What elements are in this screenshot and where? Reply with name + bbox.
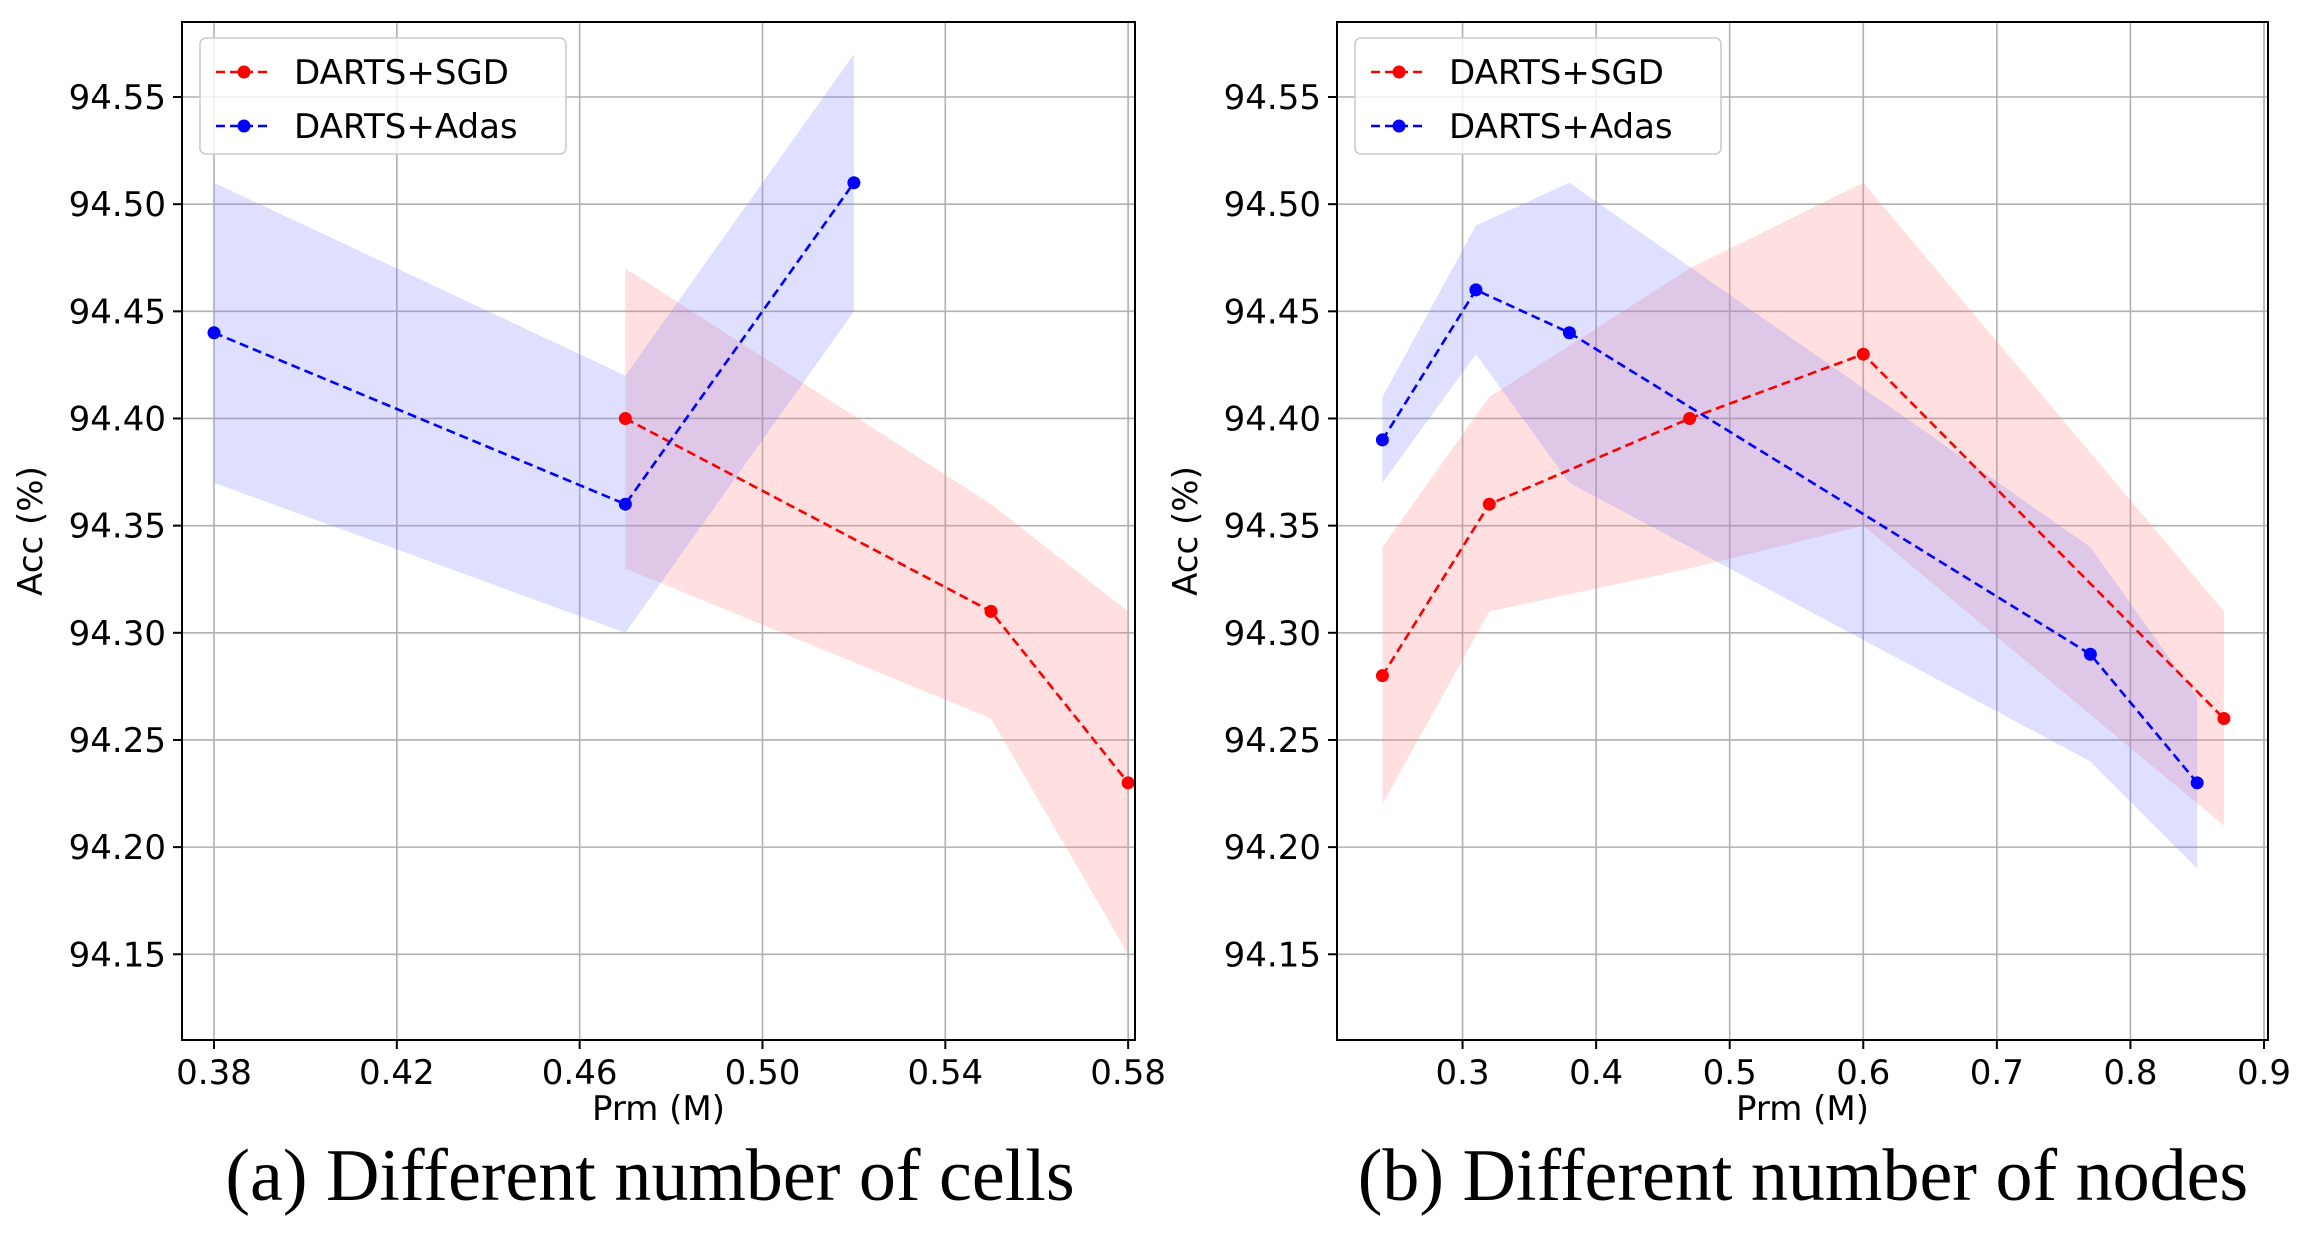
y-tick-label: 94.50 — [1224, 185, 1321, 225]
data-point — [1482, 497, 1496, 511]
x-tick-label: 0.9 — [2237, 1053, 2291, 1093]
x-tick-label: 0.4 — [1569, 1053, 1623, 1093]
x-tick-label: 0.5 — [1703, 1053, 1757, 1093]
y-tick-label: 94.25 — [1224, 721, 1321, 761]
data-point — [2190, 776, 2204, 790]
x-tick-label: 0.50 — [725, 1053, 801, 1093]
data-point — [1562, 326, 1576, 340]
x-tick-label: 0.7 — [1970, 1053, 2024, 1093]
confidence-band — [214, 54, 854, 633]
x-tick-label: 0.3 — [1436, 1053, 1490, 1093]
y-tick-label: 94.35 — [69, 507, 166, 547]
panel-b: 0.3 0.4 0.5 0.6 0.7 0.8 0.9 94.15 94.20 94.25 94.3… — [1166, 21, 2291, 1217]
legend-box — [199, 37, 567, 155]
data-point — [618, 497, 632, 511]
legend-label: DARTS+Adas — [1449, 107, 1673, 147]
y-tick-label: 94.25 — [69, 721, 166, 761]
y-tick-label: 94.50 — [69, 185, 166, 225]
x-tick-label: 0.6 — [1836, 1053, 1890, 1093]
data-point — [847, 176, 861, 190]
x-axis-label: Prm (M) — [1736, 1089, 1869, 1129]
data-point — [984, 604, 998, 618]
x-tick-label: 0.38 — [176, 1053, 252, 1093]
data-point — [2083, 647, 2097, 661]
confidence-band — [1382, 182, 2198, 869]
y-tick-label: 94.15 — [69, 935, 166, 975]
legend-marker — [237, 119, 251, 133]
x-tick-label: 0.42 — [359, 1053, 435, 1093]
data-point — [1469, 283, 1483, 297]
series-line — [213, 181, 855, 506]
data-point — [1375, 669, 1389, 683]
legend-label: DARTS+SGD — [1449, 53, 1664, 93]
legend-box — [1354, 37, 1722, 155]
confidence-band — [1382, 182, 2224, 826]
plot-frame — [1336, 21, 2269, 1041]
y-tick-label: 94.40 — [69, 399, 166, 439]
y-tick-label: 94.20 — [1224, 828, 1321, 868]
series-line — [1381, 352, 2225, 720]
legend-label: DARTS+Adas — [294, 107, 518, 147]
series-line — [1381, 288, 2199, 784]
legend-marker — [1392, 65, 1406, 79]
y-tick-label: 94.15 — [1224, 935, 1321, 975]
data-point — [1856, 347, 1870, 361]
legend-marker — [237, 65, 251, 79]
x-tick-label: 0.46 — [542, 1053, 618, 1093]
y-tick-label: 94.40 — [1224, 399, 1321, 439]
data-point — [1121, 776, 1135, 790]
plot-frame — [181, 21, 1136, 1041]
y-axis-label: Acc (%) — [1166, 466, 1206, 596]
y-tick-label: 94.55 — [1224, 78, 1321, 118]
data-point — [207, 326, 221, 340]
y-tick-label: 94.30 — [69, 614, 166, 654]
confidence-band — [625, 268, 1129, 955]
data-point — [618, 411, 632, 425]
y-tick-label: 94.35 — [1224, 507, 1321, 547]
y-axis-label: Acc (%) — [11, 466, 51, 596]
y-tick-label: 94.20 — [69, 828, 166, 868]
legend-label: DARTS+SGD — [294, 53, 509, 93]
x-tick-label: 0.54 — [907, 1053, 983, 1093]
y-tick-label: 94.30 — [1224, 614, 1321, 654]
x-axis-label: Prm (M) — [592, 1089, 725, 1129]
panel-caption: (a) Different number of cells — [225, 1135, 1074, 1217]
panel-a: 0.38 0.42 0.46 0.50 0.54 0.58 94.15 94.20 94.25 9… — [11, 21, 1166, 1217]
legend-marker — [1392, 119, 1406, 133]
y-tick-label: 94.45 — [69, 292, 166, 332]
data-point — [2217, 712, 2231, 726]
y-tick-label: 94.55 — [69, 78, 166, 118]
data-point — [1375, 433, 1389, 447]
y-tick-label: 94.45 — [1224, 292, 1321, 332]
x-tick-label: 0.8 — [2103, 1053, 2157, 1093]
panel-caption: (b) Different number of nodes — [1358, 1135, 2248, 1217]
x-tick-label: 0.58 — [1090, 1053, 1166, 1093]
data-point — [1683, 411, 1697, 425]
